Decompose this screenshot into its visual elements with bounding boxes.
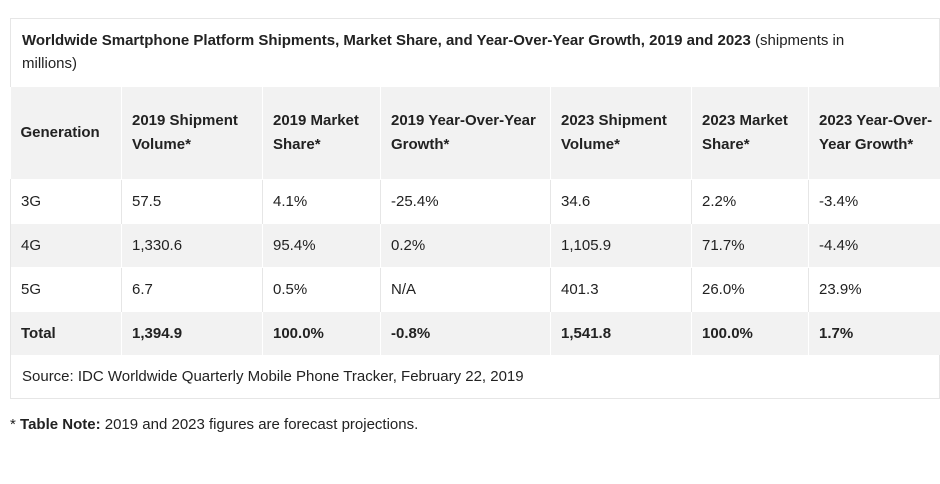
table-cell: -3.4% xyxy=(808,179,940,224)
table-row: 5G 6.7 0.5% N/A 401.3 26.0% 23.9% xyxy=(10,267,940,312)
table-cell: 1,330.6 xyxy=(121,223,263,268)
note-asterisk: * xyxy=(10,416,21,433)
table-cell: 0.2% xyxy=(380,223,551,268)
header-2019-market-share: 2019 Market Share* xyxy=(262,87,381,180)
table-cell: 4.1% xyxy=(262,179,381,224)
table-cell: 71.7% xyxy=(691,223,809,268)
table-subtitle: (shipments in xyxy=(750,32,845,49)
table-cell: -4.4% xyxy=(808,223,940,268)
table-cell: -0.8% xyxy=(380,311,551,355)
table-row: 4G 1,330.6 95.4% 0.2% 1,105.9 71.7% -4.4… xyxy=(10,223,940,268)
table-cell: 95.4% xyxy=(262,223,381,268)
table-cell: 5G xyxy=(10,267,122,312)
table-cell: 34.6 xyxy=(550,179,692,224)
header-2023-market-share: 2023 Market Share* xyxy=(691,87,809,180)
table-cell: 1,105.9 xyxy=(550,223,692,268)
table-cell: Total xyxy=(10,311,122,355)
table-cell: 6.7 xyxy=(121,267,263,312)
header-generation: Generation xyxy=(10,87,122,180)
table-cell: 26.0% xyxy=(691,267,809,312)
table-cell: 0.5% xyxy=(262,267,381,312)
table-cell: 401.3 xyxy=(550,267,692,312)
header-2019-shipment-volume: 2019 Shipment Volume* xyxy=(121,87,263,180)
table-caption: Worldwide Smartphone Platform Shipments,… xyxy=(10,18,940,87)
data-table-container: Worldwide Smartphone Platform Shipments,… xyxy=(10,18,940,399)
header-2019-yoy-growth: 2019 Year-Over-Year Growth* xyxy=(380,87,551,180)
shipments-table: Generation 2019 Shipment Volume* 2019 Ma… xyxy=(10,87,940,355)
header-2023-yoy-growth: 2023 Year-Over-Year Growth* xyxy=(808,87,940,180)
table-note: * Table Note: 2019 and 2023 figures are … xyxy=(10,416,418,433)
table-cell: 3G xyxy=(10,179,122,224)
note-text: 2019 and 2023 figures are forecast proje… xyxy=(100,416,419,433)
table-subtitle-cont: millions) xyxy=(22,55,78,72)
table-cell: N/A xyxy=(380,267,551,312)
header-2023-shipment-volume: 2023 Shipment Volume* xyxy=(550,87,692,180)
table-source: Source: IDC Worldwide Quarterly Mobile P… xyxy=(10,355,940,399)
table-cell: 1,394.9 xyxy=(121,311,263,355)
table-cell: 4G xyxy=(10,223,122,268)
table-row: 3G 57.5 4.1% -25.4% 34.6 2.2% -3.4% xyxy=(10,179,940,224)
table-cell: 57.5 xyxy=(121,179,263,224)
table-cell: 1,541.8 xyxy=(550,311,692,355)
note-label: Table Note: xyxy=(20,416,101,433)
table-title: Worldwide Smartphone Platform Shipments,… xyxy=(22,32,751,49)
table-header-row: Generation 2019 Shipment Volume* 2019 Ma… xyxy=(10,87,940,180)
table-cell: 1.7% xyxy=(808,311,940,355)
table-cell: -25.4% xyxy=(380,179,551,224)
table-cell: 100.0% xyxy=(691,311,809,355)
table-cell: 23.9% xyxy=(808,267,940,312)
table-cell: 100.0% xyxy=(262,311,381,355)
table-total-row: Total 1,394.9 100.0% -0.8% 1,541.8 100.0… xyxy=(10,311,940,355)
table-cell: 2.2% xyxy=(691,179,809,224)
